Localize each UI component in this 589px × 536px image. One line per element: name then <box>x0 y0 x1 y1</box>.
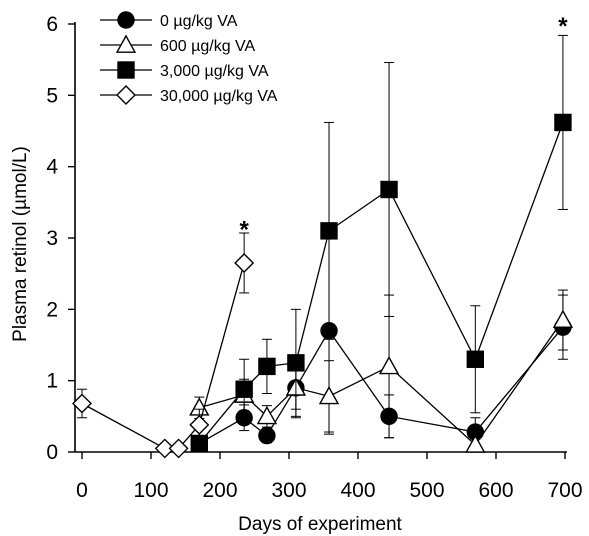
x-tick-label: 300 <box>271 479 306 502</box>
y-tick-label: 4 <box>46 156 58 179</box>
y-tick-label: 3 <box>46 227 58 250</box>
y-tick-label: 5 <box>46 84 58 107</box>
data-point <box>256 405 278 425</box>
legend-label: 600 µg/kg VA <box>160 38 256 55</box>
data-point <box>154 438 175 459</box>
data-point <box>465 434 486 453</box>
data-point <box>554 113 572 132</box>
data-point <box>189 414 210 435</box>
legend-marker <box>117 61 135 79</box>
legend-marker <box>116 85 136 105</box>
data-point <box>287 354 305 372</box>
y-tick-label: 2 <box>46 298 58 321</box>
significance-marker: * <box>558 13 568 40</box>
x-tick-label: 600 <box>478 479 513 502</box>
data-point <box>552 309 574 328</box>
x-tick-label: 500 <box>409 479 444 502</box>
legend-marker <box>115 34 137 53</box>
data-point <box>258 426 276 445</box>
data-point <box>466 350 484 368</box>
x-tick-label: 700 <box>547 479 582 502</box>
data-point <box>318 385 340 405</box>
series-line <box>81 262 245 450</box>
legend: 0 µg/kg VA 600 µg/kg VA 3,000 µg/kg VA 30,0… <box>100 11 278 105</box>
data-point <box>380 180 398 199</box>
x-tick-label: 100 <box>133 479 168 502</box>
data-point <box>320 222 338 240</box>
y-tick-label: 6 <box>46 13 58 36</box>
significance-marker: * <box>239 216 249 243</box>
legend-label: 3,000 µg/kg VA <box>160 63 269 80</box>
x-axis-title: Days of experiment <box>238 514 402 535</box>
series-line <box>198 122 564 444</box>
data-point <box>168 438 189 459</box>
data-point <box>378 355 400 375</box>
y-tick-label: 1 <box>46 370 58 393</box>
plot-layer: 0 100 200 300 400 500 600 700 0 1 2 3 4 5 6 * * <box>46 13 582 502</box>
data-point <box>234 252 255 273</box>
data-point <box>72 393 92 414</box>
legend-marker <box>117 11 135 29</box>
data-point <box>235 380 253 398</box>
series-line <box>198 326 564 445</box>
x-tick-label: 400 <box>340 479 375 502</box>
y-axis-title: Plasma retinol (µmol/L) <box>10 146 31 342</box>
x-tick-label: 0 <box>76 479 88 502</box>
y-tick-label: 0 <box>46 441 58 464</box>
legend-label: 0 µg/kg VA <box>160 13 238 30</box>
legend-label: 30,000 µg/kg VA <box>160 88 278 105</box>
x-tick-label: 200 <box>202 479 237 502</box>
data-point <box>258 357 276 376</box>
